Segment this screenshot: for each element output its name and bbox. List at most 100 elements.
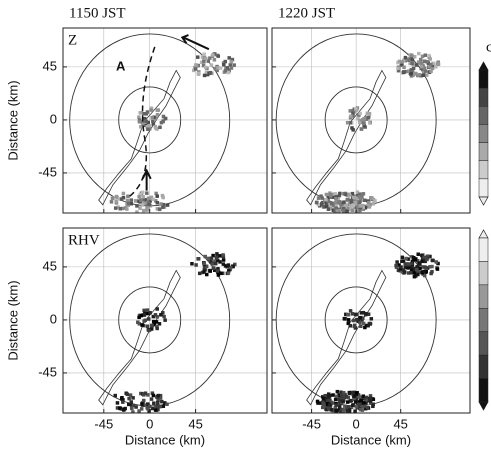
y-axis-label: Distance (km) bbox=[5, 80, 20, 160]
echo-pixel bbox=[144, 319, 148, 323]
echo-pixel bbox=[354, 196, 358, 200]
echo-pixel bbox=[361, 118, 365, 122]
echo-pixel bbox=[423, 60, 427, 64]
echo-pixel bbox=[400, 260, 404, 264]
echo-pixel bbox=[196, 55, 200, 59]
echo-pixel bbox=[362, 192, 366, 196]
echo-pixel bbox=[331, 393, 335, 397]
echo-pixel bbox=[154, 313, 158, 317]
echo-pixel bbox=[127, 397, 131, 401]
echo-pixel bbox=[350, 126, 354, 130]
echo-pixel bbox=[120, 197, 124, 201]
echo-pixel bbox=[351, 312, 355, 316]
echo-pixel bbox=[138, 206, 142, 210]
echo-pixel bbox=[148, 203, 152, 207]
echo-pixel bbox=[141, 191, 145, 195]
echo-pixel bbox=[346, 400, 350, 404]
echo-pixel bbox=[121, 400, 125, 404]
echo-pixel bbox=[415, 63, 419, 66]
echo-pixel bbox=[371, 405, 375, 409]
echo-pixel bbox=[342, 201, 346, 205]
echo-pixel bbox=[147, 329, 151, 333]
echo-pixel bbox=[227, 56, 231, 60]
echo-pixel bbox=[118, 406, 122, 410]
echo-pixel bbox=[160, 400, 164, 404]
panel bbox=[272, 228, 470, 414]
echo-pixel bbox=[155, 307, 159, 311]
echo-pixel bbox=[416, 273, 420, 277]
echo-pixel bbox=[349, 204, 353, 208]
echo-pixel bbox=[346, 313, 350, 317]
echo-pixel bbox=[157, 394, 161, 398]
echo-pixel bbox=[190, 262, 194, 266]
colorbar-cap bbox=[479, 197, 488, 205]
echo-pixel bbox=[161, 205, 165, 209]
echo-pixel bbox=[416, 253, 420, 257]
echo-pixel bbox=[363, 199, 367, 203]
echo-pixel bbox=[148, 124, 152, 128]
echo-pixel bbox=[194, 67, 198, 71]
echo-pixel bbox=[134, 405, 138, 409]
echo-pixel bbox=[162, 404, 166, 408]
echo-pixel bbox=[138, 120, 142, 124]
echo-pixel bbox=[194, 263, 198, 267]
echo-pixel bbox=[212, 266, 216, 270]
echo-pixel bbox=[127, 201, 130, 205]
echo-pixel bbox=[142, 309, 146, 313]
echo-pixel bbox=[346, 409, 350, 413]
echo-pixel bbox=[142, 209, 146, 213]
echo-pixel bbox=[119, 207, 123, 211]
echo-pixel bbox=[354, 400, 358, 404]
echo-pixel bbox=[335, 395, 339, 399]
echo-pixel bbox=[322, 402, 326, 406]
echo-pixel bbox=[151, 198, 155, 202]
echo-pixel bbox=[409, 72, 413, 76]
echo-pixel bbox=[163, 318, 167, 322]
echo-pixel bbox=[222, 258, 226, 262]
echo-pixel bbox=[346, 121, 350, 125]
echo-pixel bbox=[165, 403, 169, 407]
echo-pixel bbox=[152, 394, 156, 398]
echo-pixel bbox=[315, 201, 319, 205]
echo-pixel bbox=[219, 66, 223, 70]
echo-pixel bbox=[198, 272, 202, 276]
echo-pixel bbox=[404, 257, 408, 261]
echo-pixel bbox=[334, 403, 338, 407]
echo-pixel bbox=[366, 406, 370, 410]
echo-pixel bbox=[427, 54, 431, 58]
echo-pixel bbox=[210, 256, 214, 260]
echo-pixel bbox=[348, 392, 352, 396]
echo-pixel bbox=[203, 255, 207, 259]
y-tick-label: 45 bbox=[43, 258, 57, 273]
echo-pixel bbox=[369, 196, 373, 200]
echo-pixel bbox=[365, 396, 369, 400]
echo-pixel bbox=[338, 405, 342, 409]
echo-pixel bbox=[394, 264, 398, 268]
echo-pixel bbox=[425, 256, 429, 259]
echo-pixel bbox=[422, 73, 426, 77]
echo-pixel bbox=[154, 126, 158, 129]
echo-pixel bbox=[414, 258, 418, 262]
echo-pixel bbox=[139, 314, 143, 318]
echo-pixel bbox=[400, 60, 404, 64]
echo-pixel bbox=[353, 394, 357, 398]
echo-pixel bbox=[359, 325, 363, 329]
echo-pixel bbox=[159, 405, 163, 409]
y-tick-label: 45 bbox=[43, 58, 57, 73]
echo-pixel bbox=[159, 202, 163, 206]
echo-pixel bbox=[322, 405, 326, 409]
echo-pixel bbox=[362, 394, 366, 398]
echo-pixel bbox=[136, 321, 140, 325]
echo-pixel bbox=[358, 321, 362, 325]
echo-pixel bbox=[114, 200, 118, 204]
echo-pixel bbox=[435, 260, 439, 264]
echo-pixel bbox=[217, 54, 221, 58]
colorbar-swatch bbox=[479, 308, 488, 331]
echo-pixel bbox=[142, 313, 146, 317]
echo-pixel bbox=[197, 71, 201, 75]
echo-pixel bbox=[334, 398, 338, 402]
colorbar-cap bbox=[479, 62, 488, 70]
echo-pixel bbox=[147, 317, 151, 321]
echo-pixel bbox=[152, 401, 156, 405]
y-tick-label: -45 bbox=[38, 364, 57, 379]
